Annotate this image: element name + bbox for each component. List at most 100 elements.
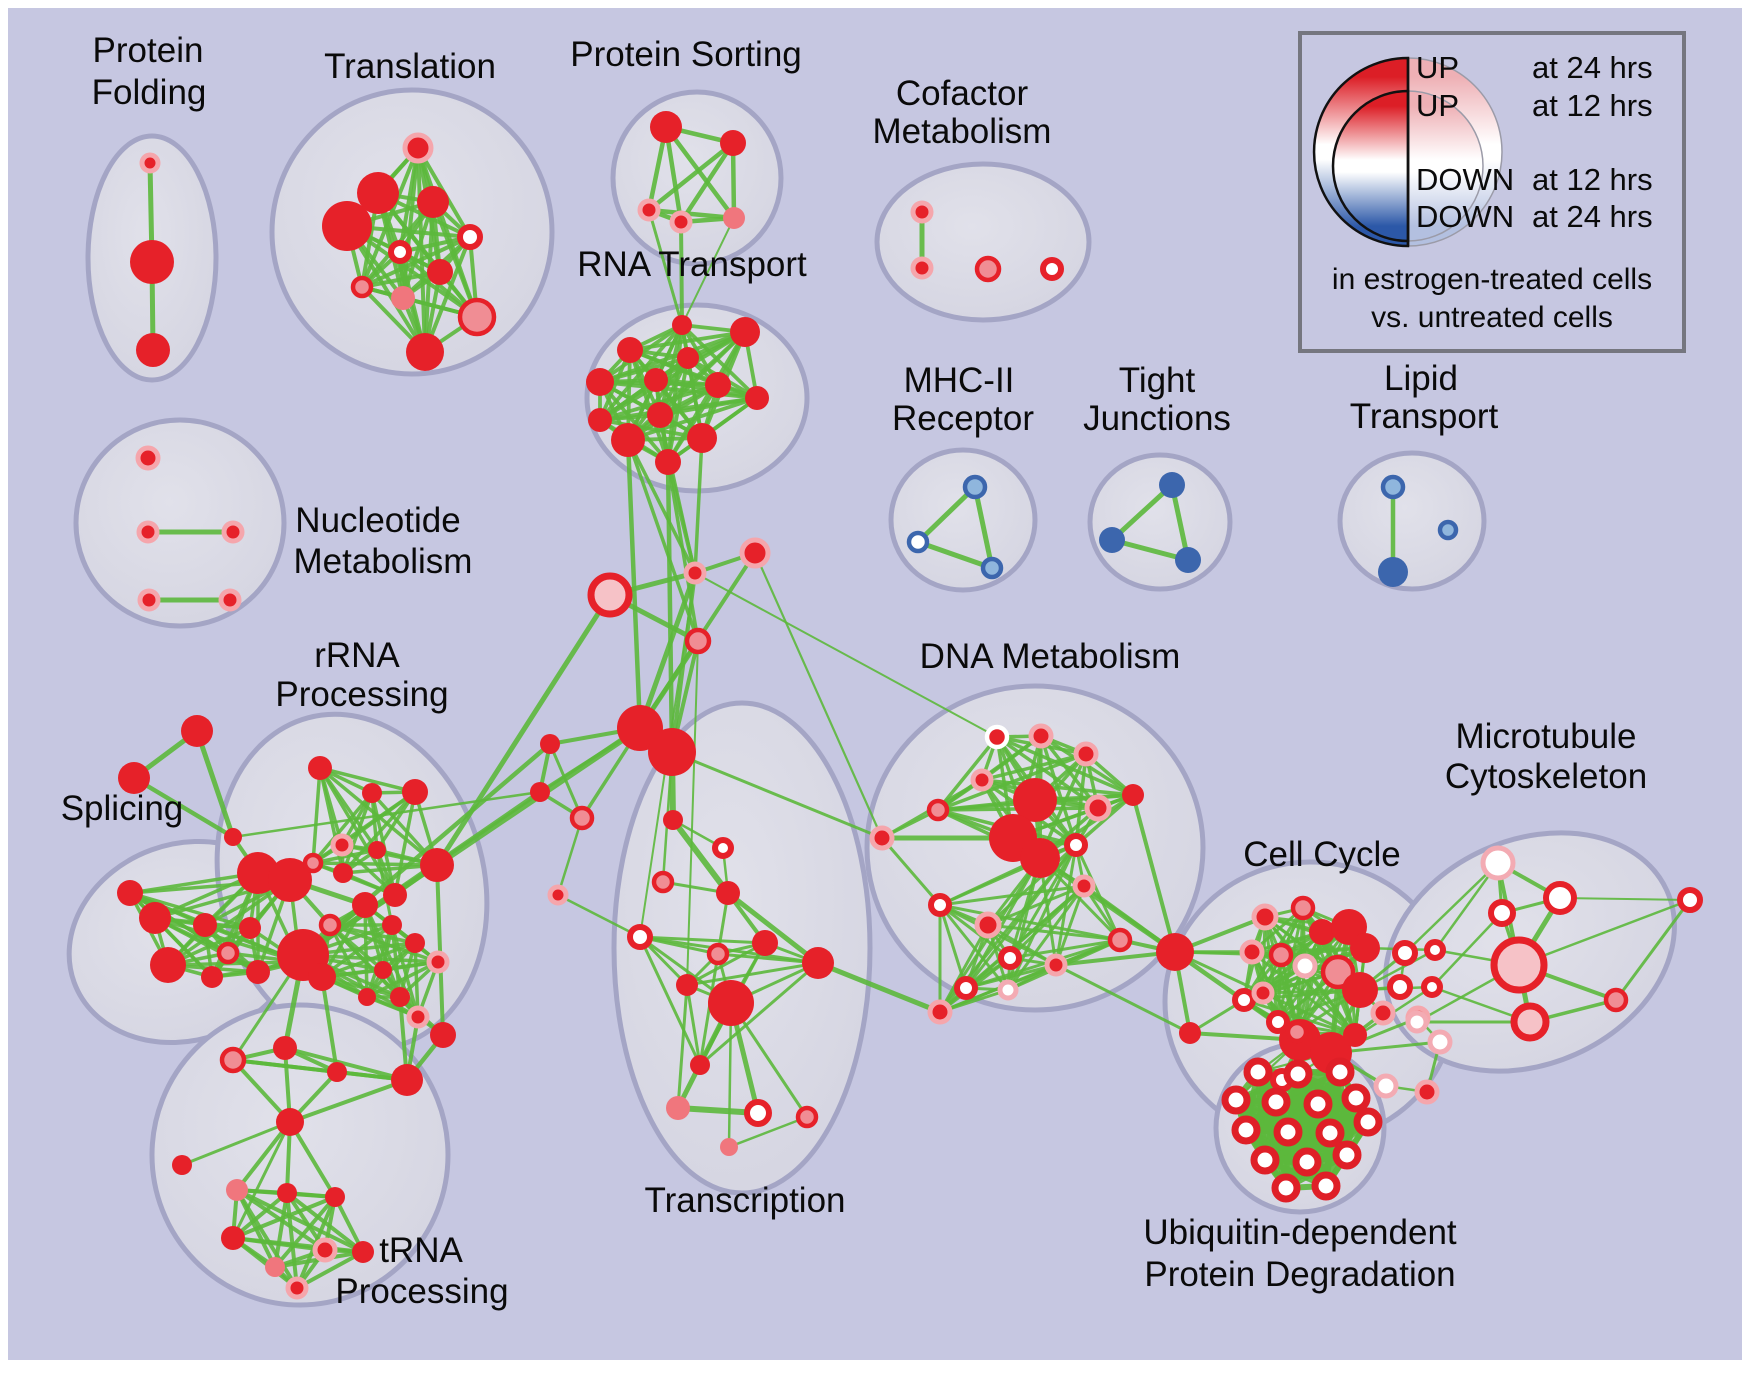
edge bbox=[964, 938, 1122, 990]
cluster-ellipse-cofactor bbox=[874, 161, 1092, 323]
node-dna-3 bbox=[970, 768, 994, 792]
node-cell_cycle-14 bbox=[1266, 1010, 1290, 1034]
node-splicing-5 bbox=[216, 941, 240, 965]
edge bbox=[647, 208, 684, 327]
cluster-label-nucleotide: Nucleotide bbox=[295, 501, 460, 540]
edge bbox=[663, 124, 684, 225]
cluster-label-mhc: Receptor bbox=[892, 399, 1034, 438]
edge bbox=[311, 861, 439, 867]
edge bbox=[194, 728, 236, 840]
node-cell_cycle-10 bbox=[1232, 988, 1256, 1012]
edge bbox=[679, 220, 684, 327]
edge bbox=[1109, 482, 1175, 543]
cluster-label-nucleotide: Metabolism bbox=[294, 542, 473, 581]
edge bbox=[915, 539, 995, 571]
cluster-label-translation: Translation bbox=[324, 47, 496, 86]
cluster-label-tight: Junctions bbox=[1083, 399, 1231, 438]
node-mhc-2 bbox=[980, 556, 1004, 580]
edge bbox=[980, 778, 1135, 797]
node-cofactor-1 bbox=[910, 256, 934, 280]
cluster-label-transcription: Transcription bbox=[645, 1181, 846, 1220]
edge bbox=[676, 983, 689, 1110]
edge bbox=[360, 270, 442, 289]
node-mhc-0 bbox=[962, 474, 988, 500]
legend-caption-line-0: in estrogen-treated cells bbox=[1332, 263, 1652, 296]
node-ubiquitin-12 bbox=[1292, 1147, 1322, 1177]
cluster-label-ubiquitin: Ubiquitin-dependent bbox=[1143, 1213, 1457, 1252]
node-translation-4 bbox=[457, 224, 483, 250]
edge bbox=[320, 975, 339, 1074]
node-protein_sorting-1 bbox=[720, 130, 746, 156]
edge bbox=[915, 484, 978, 545]
node-rrna-3 bbox=[330, 833, 354, 857]
node-microtubule-5 bbox=[1490, 936, 1548, 994]
legend-row-time-0: at 24 hrs bbox=[1532, 50, 1653, 85]
edge bbox=[637, 570, 698, 731]
node-cell_cycle-16 bbox=[1343, 1023, 1367, 1047]
node-trna-5 bbox=[172, 1155, 192, 1175]
node-lipid-0 bbox=[1380, 474, 1406, 500]
node-tight-0 bbox=[1159, 472, 1185, 498]
cluster-label-cell_cycle: Cell Cycle bbox=[1243, 835, 1401, 874]
edge bbox=[670, 817, 731, 896]
node-ubiquitin-15 bbox=[1311, 1171, 1341, 1201]
node-dna-18 bbox=[1044, 953, 1068, 977]
node-ubiquitin-11 bbox=[1250, 1145, 1280, 1175]
edge bbox=[686, 640, 699, 986]
node-connectors-5 bbox=[648, 728, 696, 776]
node-nucleotide-1 bbox=[136, 520, 160, 544]
edge bbox=[311, 766, 322, 865]
edge bbox=[626, 438, 700, 643]
cluster-ellipse-tight bbox=[1087, 452, 1233, 592]
edge bbox=[628, 330, 747, 352]
legend-row-direction-3: DOWN bbox=[1416, 199, 1514, 234]
node-ubiquitin-0 bbox=[1243, 1057, 1273, 1087]
edge bbox=[318, 766, 417, 794]
node-splicing-1 bbox=[268, 858, 312, 902]
node-trna-1 bbox=[273, 1036, 297, 1060]
node-nucleotide-2 bbox=[221, 520, 245, 544]
edge bbox=[680, 323, 759, 400]
node-rrna-19 bbox=[358, 988, 376, 1006]
node-protein_sorting-3 bbox=[669, 210, 693, 234]
edge bbox=[273, 1195, 337, 1269]
node-dna-15 bbox=[954, 976, 978, 1000]
node-ubiquitin-7 bbox=[1231, 1115, 1261, 1145]
node-microtubule-1 bbox=[1543, 881, 1577, 915]
edge bbox=[815, 960, 943, 1015]
cluster-label-trna: Processing bbox=[335, 1272, 508, 1311]
node-dna-20 bbox=[1156, 933, 1194, 971]
edge bbox=[938, 884, 1086, 907]
node-microtubule-0 bbox=[1480, 845, 1516, 881]
node-cell_cycle-15 bbox=[1285, 1020, 1309, 1044]
edge bbox=[1074, 793, 1135, 847]
edge bbox=[698, 961, 820, 1067]
edge bbox=[1008, 938, 1122, 960]
node-splicing-7 bbox=[201, 966, 223, 988]
legend: UP at 24 hrs UP at 12 hrs DOWN at 12 hrs DOWN a… bbox=[1298, 31, 1686, 353]
node-transcription-10 bbox=[690, 1055, 710, 1075]
node-rrna-8 bbox=[352, 892, 378, 918]
edge bbox=[273, 1191, 289, 1269]
edge bbox=[166, 960, 302, 967]
edge bbox=[727, 1115, 809, 1149]
node-translation-9 bbox=[457, 297, 497, 337]
legend-row-time-3: at 24 hrs bbox=[1532, 199, 1653, 234]
node-cell_cycle-11 bbox=[1251, 981, 1275, 1005]
node-cell_cycle-7 bbox=[1292, 953, 1318, 979]
node-connectors-9 bbox=[547, 884, 569, 906]
node-rna_transport-3 bbox=[677, 347, 699, 369]
cluster-ellipse-mhc bbox=[888, 447, 1038, 593]
node-rrna-5 bbox=[368, 841, 386, 859]
node-cell_cycle-17 bbox=[1370, 1000, 1396, 1026]
cluster-label-rna_transport: RNA Transport bbox=[577, 245, 807, 284]
node-microtubule-9 bbox=[1677, 887, 1703, 913]
edge bbox=[626, 396, 759, 442]
cluster-ellipse-lipid bbox=[1337, 450, 1487, 592]
node-rna_transport-9 bbox=[647, 402, 673, 428]
edge bbox=[670, 750, 884, 840]
node-splicing-3 bbox=[193, 913, 217, 937]
node-trna-12 bbox=[352, 1241, 374, 1263]
cluster-label-protein_folding: Protein bbox=[93, 31, 204, 70]
